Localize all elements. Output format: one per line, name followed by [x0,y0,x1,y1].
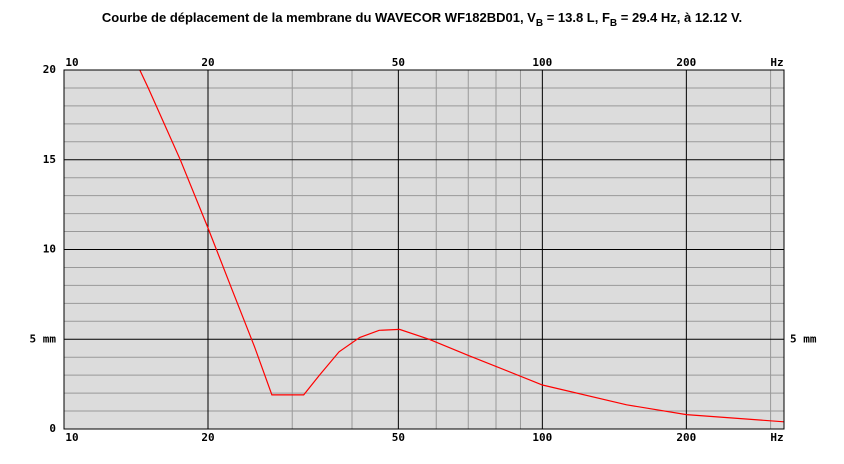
y-tick-label: 15 [43,153,56,166]
x-tick-label-top: 100 [532,56,552,69]
y-tick-label: 20 [43,63,56,76]
title-subscript: B [610,18,617,29]
x-tick-label-top: 10 [65,56,78,69]
title-subscript: B [536,18,543,29]
x-tick-label: 200 [676,431,696,444]
title-text: = 13.8 L, F [543,10,610,25]
plot-border [63,69,785,430]
data-line [139,70,784,423]
y-tick-label: 10 [43,243,56,256]
x-tick-label: 20 [201,431,214,444]
x-tick-label: 10 [65,431,78,444]
x-tick-label-top: 50 [392,56,405,69]
y2-tick-label: 5 mm [790,332,817,345]
x-tick-label-top: 20 [201,56,214,69]
x-axis-unit: Hz [770,431,783,444]
x-axis-unit-top: Hz [770,56,783,69]
y-tick-label: 0 [49,422,56,435]
title-text: Courbe de déplacement de la membrane du … [102,10,536,25]
x-tick-label-top: 200 [676,56,696,69]
x-tick-label: 100 [532,431,552,444]
x-tick-label: 50 [392,431,405,444]
title-text: = 29.4 Hz, à 12.12 V. [617,10,742,25]
chart-title: Courbe de déplacement de la membrane du … [102,10,742,28]
y-tick-label: 5 mm [30,332,57,345]
